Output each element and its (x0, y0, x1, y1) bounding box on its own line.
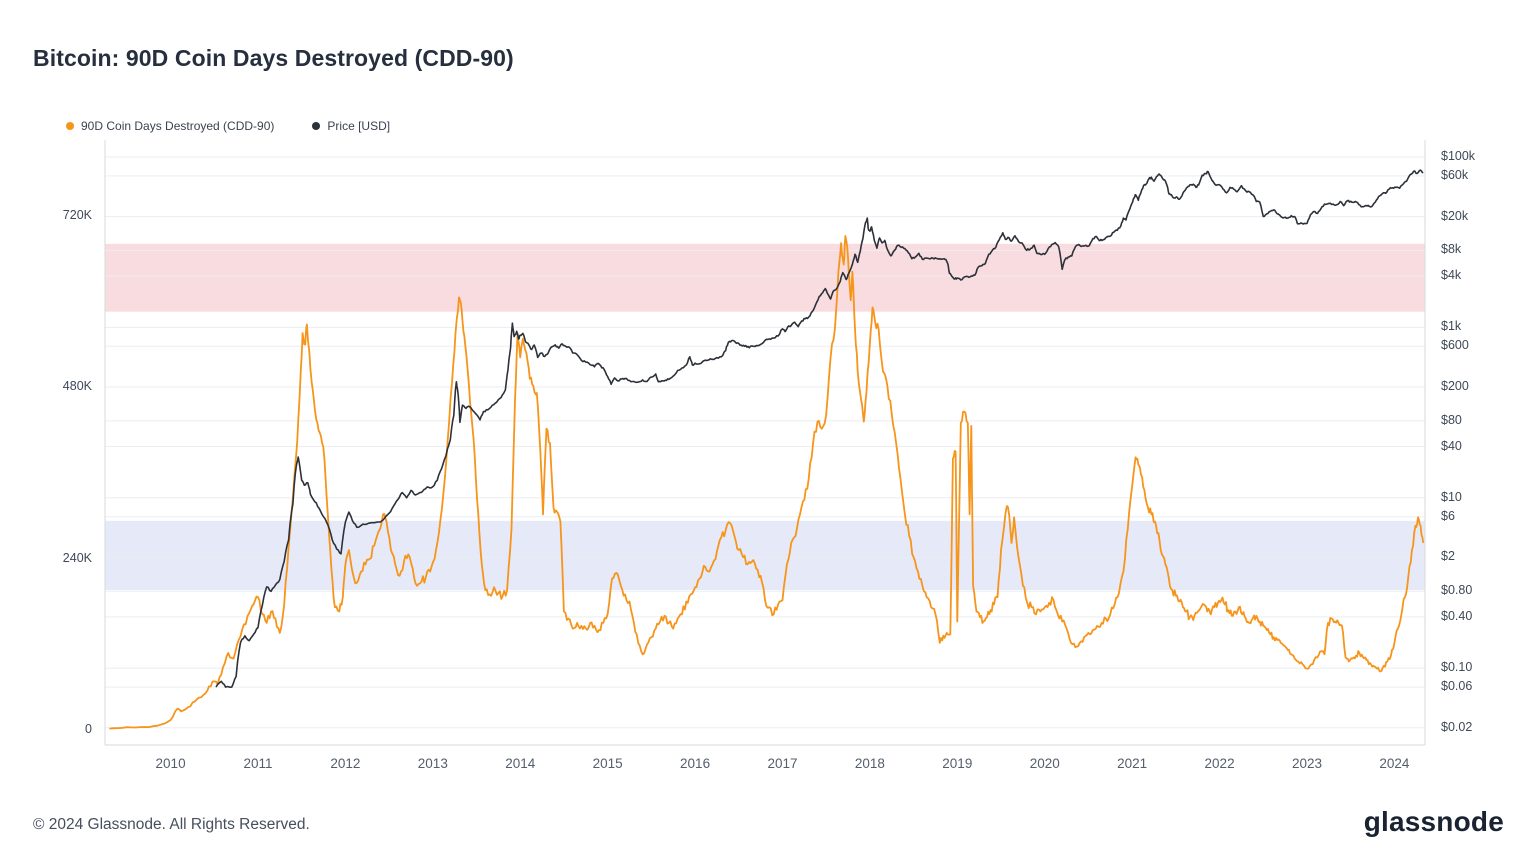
x-axis-tick: 2013 (417, 756, 448, 771)
right-axis-tick: $0.40 (1441, 608, 1473, 623)
x-axis-tick: 2017 (767, 756, 798, 771)
right-axis-tick: $4k (1441, 268, 1462, 283)
left-axis-tick: 240K (62, 550, 92, 565)
price-line (215, 169, 1424, 689)
legend-item-price[interactable]: Price [USD] (312, 119, 390, 133)
highlight-band (105, 243, 1425, 312)
right-axis-tick: $600 (1441, 338, 1469, 353)
x-axis-tick: 2010 (155, 756, 186, 771)
right-axis-tick: $60k (1441, 167, 1469, 182)
right-axis-tick: $40 (1441, 438, 1462, 453)
x-axis-tick: 2022 (1204, 756, 1235, 771)
right-axis-tick: $6 (1441, 508, 1455, 523)
right-axis-tick: $20k (1441, 208, 1469, 223)
right-axis: $100k $60k $20k $8k $4k $1k $600 $200 $80 $40 $10 $… (1441, 0, 1531, 864)
right-axis-tick: $100k (1441, 149, 1476, 163)
x-axis-tick: 2015 (592, 756, 623, 771)
x-axis-tick: 2021 (1117, 756, 1148, 771)
x-axis-tick: 2014 (505, 756, 536, 771)
right-axis-tick: $10 (1441, 489, 1462, 504)
legend-label-cdd: 90D Coin Days Destroyed (CDD-90) (81, 119, 275, 133)
x-axis-tick: 2020 (1029, 756, 1060, 771)
x-axis-tick: 2018 (854, 756, 885, 771)
right-axis-tick: $0.02 (1441, 719, 1473, 734)
page-title: Bitcoin: 90D Coin Days Destroyed (CDD-90… (33, 45, 514, 72)
left-axis-tick: 480K (62, 379, 92, 394)
legend: 90D Coin Days Destroyed (CDD-90) Price [… (66, 119, 390, 133)
x-axis-tick: 2019 (942, 756, 973, 771)
x-axis-tick: 2012 (330, 756, 361, 771)
x-axis: 2010 2011 2012 2013 2014 2015 2016 2017 2018 2019… (0, 756, 1536, 780)
right-axis-tick: $8k (1441, 242, 1462, 257)
copyright-text: © 2024 Glassnode. All Rights Reserved. (33, 816, 310, 833)
right-axis-tick: $1k (1441, 319, 1462, 334)
right-axis-tick: $2 (1441, 549, 1455, 564)
x-axis-tick: 2024 (1379, 756, 1410, 771)
right-axis-tick: $0.80 (1441, 583, 1473, 598)
glassnode-logo[interactable]: glassnode (1363, 806, 1504, 837)
right-axis-tick: $0.10 (1441, 660, 1473, 675)
cdd-series-color-dot (66, 122, 74, 130)
left-axis-tick: 0 (85, 722, 92, 736)
right-axis-tick: $0.06 (1441, 679, 1473, 694)
price-series-color-dot (312, 122, 321, 130)
highlight-band (105, 520, 1425, 591)
x-axis-tick: 2011 (243, 756, 273, 771)
left-axis-tick: 720K (62, 208, 92, 222)
legend-item-cdd[interactable]: 90D Coin Days Destroyed (CDD-90) (66, 119, 274, 133)
left-axis: 720K 480K 240K 0 (0, 0, 92, 864)
right-axis-tick: $80 (1441, 412, 1462, 427)
x-axis-tick: 2016 (680, 756, 711, 771)
right-axis-tick: $200 (1441, 378, 1469, 393)
x-axis-tick: 2023 (1291, 756, 1323, 771)
legend-label-price: Price [USD] (327, 119, 391, 133)
